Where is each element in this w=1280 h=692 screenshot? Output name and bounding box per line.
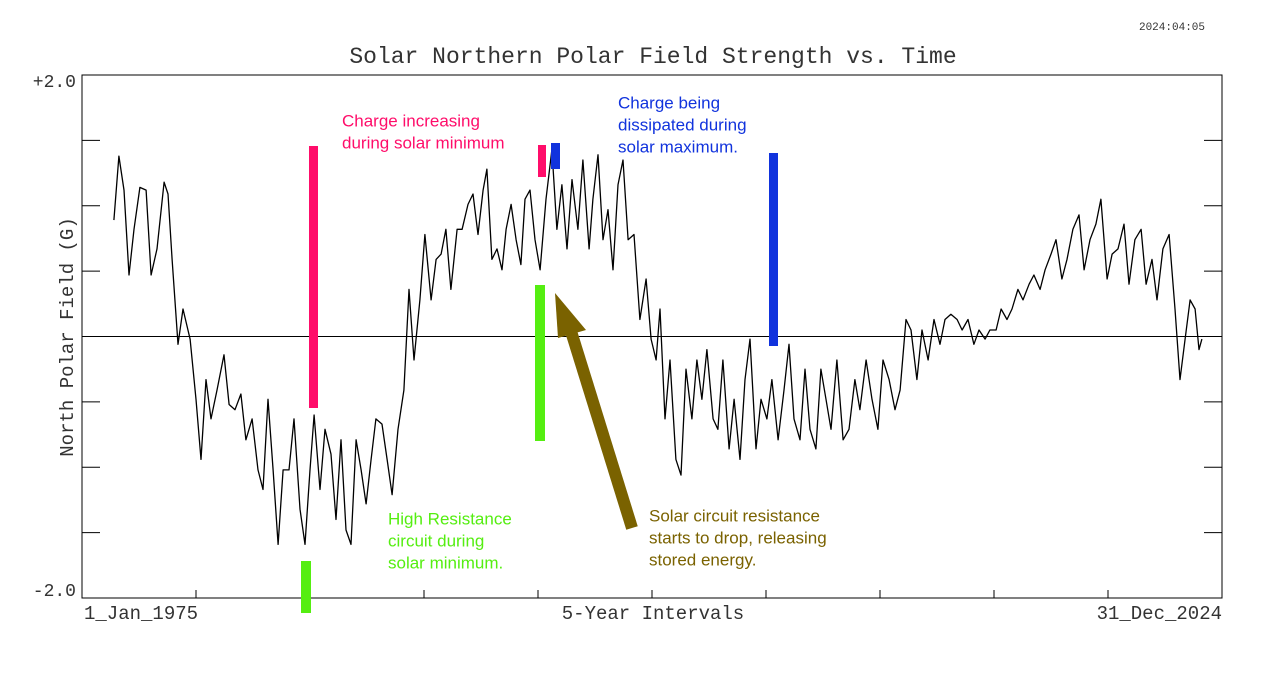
charge-bar (538, 145, 546, 177)
annotation-text: solar maximum. (618, 137, 738, 156)
y-axis-label: North Polar Field (G) (57, 217, 79, 456)
annotation-text: Charge being (618, 93, 720, 112)
annotation-text: Solar circuit resistance (649, 506, 820, 525)
y-tick-label: +2.0 (33, 73, 76, 93)
dissipation-bar (551, 143, 560, 169)
resistance-bar (535, 285, 545, 441)
annotation-text: Charge increasing (342, 111, 480, 130)
date-stamp: 2024:04:05 (1139, 22, 1205, 34)
x-tick-label: 1_Jan_1975 (84, 603, 198, 625)
x-tick-label: 31_Dec_2024 (1097, 603, 1222, 625)
resistance-bar (301, 561, 311, 613)
marks (81, 74, 1223, 599)
annotation-text: dissipated during (618, 115, 747, 134)
charge-bar (309, 146, 318, 408)
x-axis-label: 5-Year Intervals (562, 603, 744, 625)
chart-title: Solar Northern Polar Field Strength vs. … (349, 44, 956, 70)
annotation-text: starts to drop, releasing (649, 528, 827, 547)
annotation-text: stored energy. (649, 550, 756, 569)
data-line (113, 148, 1203, 546)
arrow-shaft (564, 326, 638, 530)
annotation-text: High Resistance (388, 509, 512, 528)
annotation-text: circuit during (388, 531, 484, 550)
annotation-text: solar minimum. (388, 553, 503, 572)
y-tick-label: -2.0 (33, 582, 76, 602)
annotation-text: during solar minimum (342, 133, 505, 152)
arrow-head (555, 293, 586, 338)
dissipation-bar (769, 153, 778, 346)
